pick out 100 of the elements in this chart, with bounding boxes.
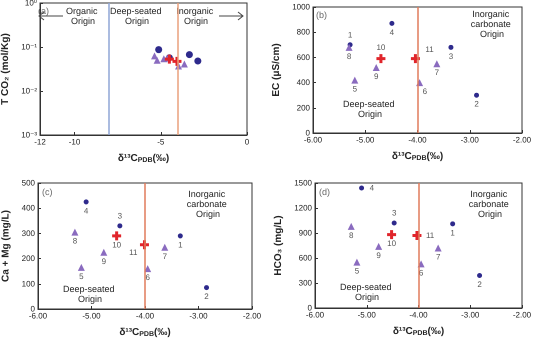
annotation: 11 (425, 45, 434, 54)
y-tick-label: 0 (308, 304, 313, 312)
y-tick-label: 300 (22, 228, 36, 238)
point (194, 58, 202, 65)
annotation: (d) (319, 187, 330, 197)
point (450, 221, 456, 226)
point (112, 231, 122, 240)
x-tick-label: -12 (34, 138, 46, 146)
y-tick-label: 900 (298, 228, 313, 238)
point (100, 248, 108, 256)
annotation: 1 (178, 240, 184, 250)
y-tick-label: 0 (306, 128, 311, 138)
x-tick-label: -2.00 (512, 310, 532, 320)
y-axis-title: Ca + Mg (mg/L) (0, 210, 12, 282)
annotation: 3 (448, 52, 454, 61)
annotation: 10 (112, 240, 122, 250)
x-tick-label: -4.00 (409, 310, 428, 320)
x-tick-label: -2.00 (512, 136, 532, 144)
annotation: 5 (352, 84, 358, 94)
point (387, 230, 396, 240)
y-axis-title: HCO₃ (mg/L) (272, 215, 284, 276)
point (434, 244, 442, 252)
y-tick-label: 1000 (292, 2, 311, 12)
point (372, 64, 380, 71)
y-tick-label: 800 (296, 28, 311, 37)
y-axis-title: EC (μS/cm) (270, 43, 282, 97)
point (71, 228, 78, 236)
y-tick-label: 200 (22, 254, 36, 264)
x-tick-label: -5.00 (358, 310, 376, 320)
point (448, 44, 454, 50)
point (477, 273, 482, 278)
x-tick-label: -4.00 (136, 312, 155, 320)
annotation: Deep-seated Origin (62, 284, 118, 304)
point (180, 60, 188, 68)
y-tick-label: 10⁻¹ (21, 42, 38, 52)
annotation: 9 (374, 72, 379, 81)
point (375, 242, 382, 250)
point (474, 92, 480, 98)
annotation: 9 (102, 256, 107, 266)
point (178, 233, 183, 238)
annotation: 10 (376, 43, 386, 52)
x-tick-label: -10 (68, 138, 81, 146)
x-tick-label: -6.00 (28, 312, 48, 320)
y-tick-label: 100 (22, 279, 36, 288)
point (348, 222, 355, 230)
y-tick-label: 400 (296, 78, 311, 88)
point (164, 54, 174, 64)
x-tick-label: -3.00 (461, 310, 480, 320)
y-tick-label: 0 (30, 304, 36, 314)
y-tick-label: 500 (22, 178, 36, 188)
point (412, 231, 422, 240)
annotation: 3 (118, 211, 123, 220)
x-tick-label: -4.00 (408, 136, 428, 144)
x-tick-label: -6.00 (304, 136, 323, 144)
x-tick-label: -3.00 (189, 312, 208, 320)
annotation: 2 (204, 292, 210, 302)
annotation: (b) (316, 10, 327, 20)
point (410, 54, 420, 64)
annotation: 8 (349, 230, 354, 240)
annotation: 9 (376, 250, 382, 260)
y-tick-label: 1500 (294, 178, 313, 188)
annotation: Deep-seated Origin (342, 99, 398, 119)
y-tick-label: 200 (296, 103, 311, 112)
annotation: 6 (418, 268, 424, 278)
point (346, 44, 353, 51)
annotation: 4 (370, 184, 375, 192)
annotation: Inorganic carbonate Origin (470, 9, 514, 39)
annotation: (c) (42, 187, 52, 197)
x-tick-label: -5.00 (356, 136, 375, 144)
point (204, 285, 210, 290)
y-tick-label: 400 (22, 204, 36, 213)
annotation: 3 (392, 208, 397, 218)
annotation: Deep-seated Origin (110, 6, 164, 26)
annotation: 6 (422, 87, 428, 96)
x-tick-label: -2.00 (242, 312, 262, 320)
annotation: 7 (162, 252, 168, 261)
y-axis-title: T CO₂ (mol/Kg) (0, 33, 11, 105)
annotation: 4 (84, 206, 89, 216)
x-tick-label: 0 (244, 138, 250, 146)
point (389, 20, 394, 26)
annotation: 7 (434, 68, 440, 78)
annotation: Organic Origin (66, 6, 100, 26)
point (155, 46, 162, 54)
point (392, 220, 397, 226)
point (78, 264, 85, 271)
point (359, 186, 364, 190)
annotation: 11 (129, 248, 138, 258)
annotation: Inorganic carbonate Origin (468, 189, 512, 219)
y-tick-label: 600 (298, 254, 313, 262)
annotation: 4 (390, 28, 395, 37)
point (186, 51, 193, 58)
x-tick-label: -6.00 (306, 310, 325, 320)
annotation: 2 (477, 280, 482, 289)
annotation: 6 (145, 273, 150, 282)
point (353, 258, 360, 266)
annotation: 8 (72, 236, 78, 246)
x-tick-label: -5.00 (82, 312, 102, 320)
point (117, 223, 122, 228)
point (84, 199, 89, 204)
y-tick-label: 300 (298, 278, 313, 288)
